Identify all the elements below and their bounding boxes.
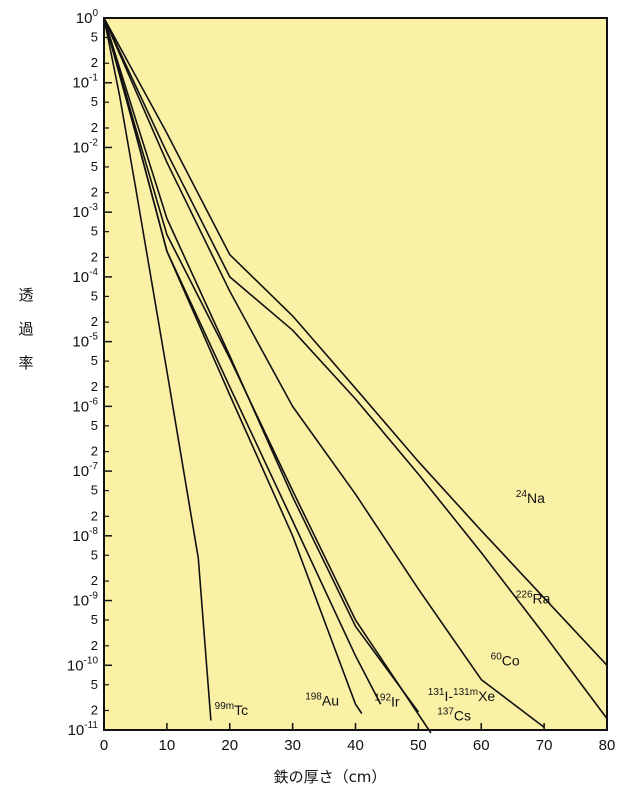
y-minor-tick-label: 2 xyxy=(91,573,98,588)
y-minor-tick-label: 5 xyxy=(91,224,98,239)
plot-border xyxy=(103,17,608,731)
y-minor-tick-label: 2 xyxy=(91,444,98,459)
x-tick-label: 0 xyxy=(100,737,108,754)
y-minor-tick-label: 2 xyxy=(91,379,98,394)
y-tick-label: 10-8 xyxy=(72,526,98,545)
y-minor-tick-label: 2 xyxy=(91,703,98,718)
x-tick-label: 20 xyxy=(221,737,238,754)
x-tick-label: 10 xyxy=(159,737,176,754)
series-lines xyxy=(103,17,608,734)
y-minor-tick-label: 5 xyxy=(91,288,98,303)
y-tick-label: 10-1 xyxy=(72,73,98,92)
x-tick-label: 60 xyxy=(473,737,490,754)
x-tick-label: 30 xyxy=(284,737,301,754)
series-line xyxy=(103,17,432,734)
y-minor-tick-label: 2 xyxy=(91,249,98,264)
series-label: 60Co xyxy=(491,651,520,668)
y-minor-tick-label: 5 xyxy=(91,418,98,433)
y-tick-label: 10-4 xyxy=(72,267,98,286)
y-tick-label: 10-11 xyxy=(68,720,99,739)
series-line xyxy=(103,17,608,666)
x-axis-label: 鉄の厚さ（cm） xyxy=(274,768,387,786)
y-minor-tick-label: 2 xyxy=(91,185,98,200)
series-label: 131I-131mXe xyxy=(428,687,496,704)
y-minor-tick-label: 2 xyxy=(91,314,98,329)
y-minor-tick-label: 5 xyxy=(91,677,98,692)
series-line xyxy=(103,17,545,728)
y-axis-label-char: 透 xyxy=(18,286,33,304)
series-label: 24Na xyxy=(516,489,545,506)
x-tick-label: 80 xyxy=(599,737,616,754)
x-axis-ticks: 0 10 20 30 40 50 60 70 80 xyxy=(100,723,616,754)
y-minor-tick-label: 5 xyxy=(91,159,98,174)
y-axis-label-char: 率 xyxy=(18,354,33,372)
y-minor-tick-label: 2 xyxy=(91,508,98,523)
y-tick-label: 10-3 xyxy=(72,202,98,221)
y-minor-tick-label: 2 xyxy=(91,638,98,653)
y-tick-label: 10-9 xyxy=(72,591,98,610)
y-tick-label: 10-2 xyxy=(72,137,98,156)
series-line xyxy=(103,17,608,720)
x-tick-label: 70 xyxy=(536,737,553,754)
y-minor-tick-label: 2 xyxy=(91,120,98,135)
y-minor-tick-label: 5 xyxy=(91,29,98,44)
y-minor-tick-label: 5 xyxy=(91,612,98,627)
y-axis-ticks: 100 10-1 10-2 10-3 10-4 10-5 10-6 10-7 10-8 10-9 1… xyxy=(67,8,112,739)
series-line xyxy=(103,17,420,713)
series-label: 198Au xyxy=(305,691,339,708)
x-tick-label: 40 xyxy=(347,737,364,754)
y-minor-tick-label: 5 xyxy=(91,94,98,109)
y-axis-label-char: 過 xyxy=(18,320,33,338)
y-tick-label: 10-10 xyxy=(67,655,99,674)
y-axis-label: 透過率 xyxy=(18,286,33,372)
y-minor-tick-label: 5 xyxy=(91,547,98,562)
series-labels: 24Na 226Ra 60Co 131I-131mXe 137Cs 192Ir 198Au 9… xyxy=(215,489,551,723)
plot-area xyxy=(104,18,607,730)
y-tick-label: 100 xyxy=(76,8,99,27)
series-label: 137Cs xyxy=(437,707,471,724)
y-tick-label: 10-6 xyxy=(72,396,98,415)
y-minor-tick-label: 2 xyxy=(91,55,98,70)
x-tick-label: 50 xyxy=(410,737,427,754)
series-label: 192Ir xyxy=(374,693,400,710)
series-label: 226Ra xyxy=(516,590,551,607)
y-minor-tick-label: 5 xyxy=(91,483,98,498)
y-tick-label: 10-7 xyxy=(72,461,98,480)
y-minor-tick-label: 5 xyxy=(91,353,98,368)
y-tick-label: 10-5 xyxy=(72,332,98,351)
series-label: 99mTc xyxy=(215,701,248,718)
series-line xyxy=(103,17,212,721)
series-line xyxy=(103,17,363,714)
